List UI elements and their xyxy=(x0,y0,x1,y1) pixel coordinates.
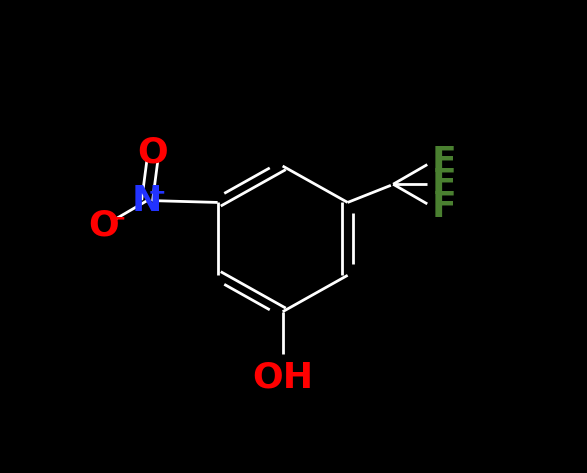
Text: F: F xyxy=(432,145,457,179)
Text: O: O xyxy=(137,135,168,169)
Text: F: F xyxy=(432,190,457,224)
Text: O: O xyxy=(89,209,119,242)
Text: OH: OH xyxy=(252,361,313,395)
Text: +: + xyxy=(148,183,167,202)
Text: −: − xyxy=(107,209,126,229)
Text: F: F xyxy=(432,167,457,201)
Text: N: N xyxy=(132,184,163,218)
